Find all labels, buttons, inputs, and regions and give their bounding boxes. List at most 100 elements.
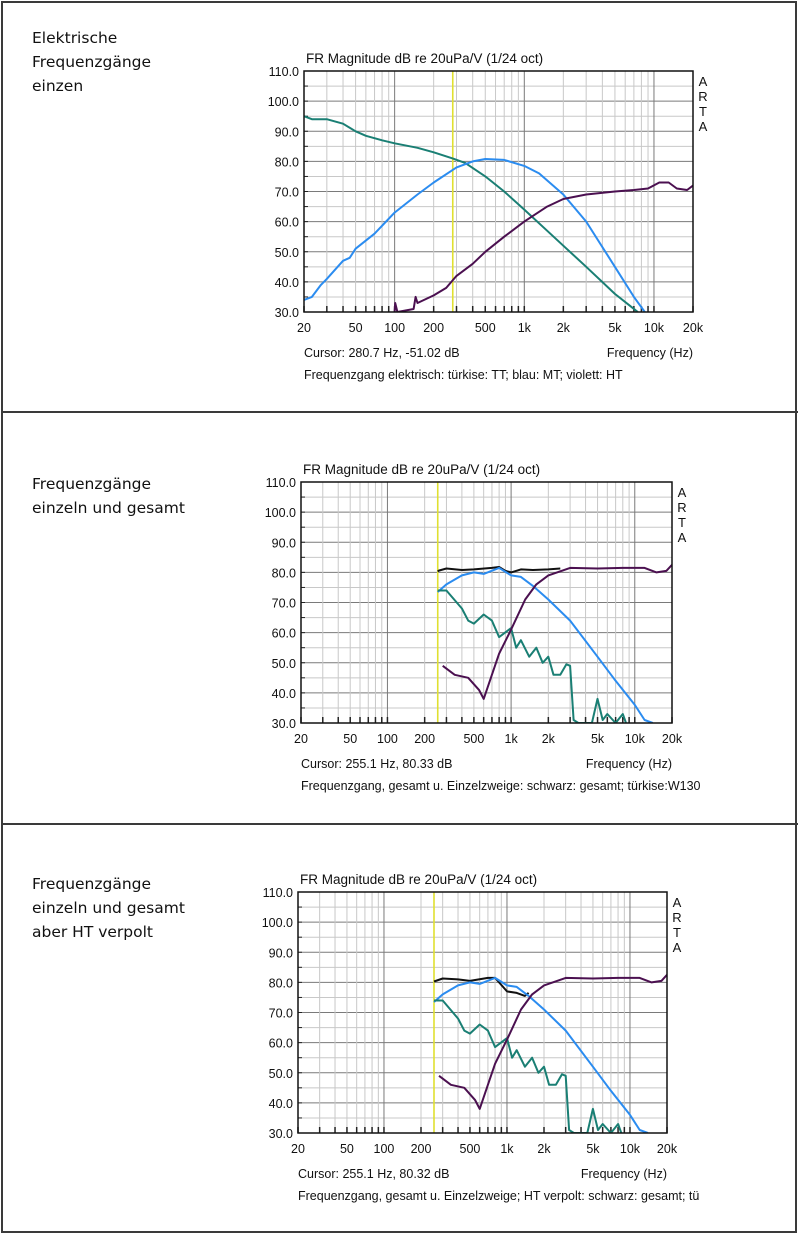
arta-watermark-letter: T [699, 104, 707, 119]
y-tick-label: 60.0 [272, 627, 296, 641]
chart-2: FR Magnitude dB re 20uPa/V (1/24 oct) 110… [265, 462, 701, 793]
panel-divider [1, 823, 798, 825]
y-tick-label: 80.0 [269, 976, 293, 990]
y-tick-label: 110.0 [269, 65, 299, 79]
series-ht-line [442, 564, 672, 700]
x-tick-label: 100 [384, 321, 405, 335]
y-tick-label: 50.0 [272, 657, 296, 671]
label-line: Frequenzgänge [32, 475, 152, 493]
x-tick-label: 10k [644, 321, 665, 335]
x-tick-label: 20k [683, 321, 704, 335]
y-tick-label: 40.0 [275, 276, 299, 290]
y-tick-label: 60.0 [269, 1037, 293, 1051]
series-tt-line [434, 999, 623, 1133]
series-tt-line [304, 115, 639, 312]
y-tick-label: 80.0 [272, 566, 296, 580]
x-tick-label: 100 [374, 1142, 395, 1156]
x-tick-label: 20 [297, 321, 311, 335]
x-axis-label: Frequency (Hz) [607, 346, 693, 360]
arta-watermark-letter: A [699, 74, 708, 89]
arta-watermark-letter: T [678, 515, 686, 530]
x-tick-label: 10k [620, 1142, 641, 1156]
series-ht-line [393, 181, 693, 312]
label-line: einzeln und gesamt [32, 499, 185, 517]
cursor-readout: Cursor: 255.1 Hz, 80.32 dB [298, 1167, 449, 1181]
y-tick-label: 110.0 [263, 886, 293, 900]
y-tick-label: 110.0 [266, 476, 296, 490]
x-tick-label: 200 [423, 321, 444, 335]
plot-frame [300, 481, 673, 724]
x-axis-label: Frequency (Hz) [586, 757, 672, 771]
arta-watermark-letter: A [673, 895, 682, 910]
x-tick-label: 1k [500, 1142, 514, 1156]
arta-watermark-letter: A [678, 530, 687, 545]
cursor-readout: Cursor: 255.1 Hz, 80.33 dB [301, 757, 452, 771]
x-tick-label: 10k [625, 732, 646, 746]
arta-watermark-letter: R [672, 910, 681, 925]
plot-frame [297, 891, 668, 1134]
y-tick-label: 50.0 [269, 1067, 293, 1081]
y-tick-label: 80.0 [275, 155, 299, 169]
x-tick-label: 20 [291, 1142, 305, 1156]
x-tick-label: 2k [557, 321, 571, 335]
chart-3: FR Magnitude dB re 20uPa/V (1/24 oct) 110… [262, 872, 700, 1203]
label-line: Frequenzgänge [32, 875, 152, 893]
y-tick-label: 70.0 [272, 597, 296, 611]
chart-caption: Frequenzgang, gesamt u. Einzelzweige: sc… [301, 779, 701, 793]
y-tick-label: 60.0 [275, 216, 299, 230]
x-tick-label: 200 [414, 732, 435, 746]
y-tick-label: 30.0 [272, 717, 296, 731]
y-tick-label: 100.0 [262, 916, 293, 930]
y-tick-label: 40.0 [269, 1097, 293, 1111]
x-tick-label: 500 [463, 732, 484, 746]
series-mt-line [304, 158, 646, 312]
y-tick-label: 50.0 [275, 246, 299, 260]
y-tick-label: 90.0 [272, 536, 296, 550]
x-tick-label: 50 [340, 1142, 354, 1156]
chart-title: FR Magnitude dB re 20uPa/V (1/24 oct) [303, 462, 540, 477]
x-tick-label: 1k [518, 321, 532, 335]
x-tick-label: 20k [662, 732, 683, 746]
series-gesamt-line [433, 976, 530, 997]
x-tick-label: 2k [542, 732, 556, 746]
arta-watermark-letter: R [698, 89, 707, 104]
panel-1-label: Elektrische Frequenzgänge einzen [32, 26, 151, 98]
arta-watermark-letter: A [699, 119, 708, 134]
panel-3-label: Frequenzgänge einzeln und gesamt aber HT… [32, 872, 185, 944]
x-tick-label: 100 [377, 732, 398, 746]
chart-caption: Frequenzgang, gesamt u. Einzelzweige; HT… [298, 1189, 699, 1203]
chart-1: FR Magnitude dB re 20uPa/V (1/24 oct) 110… [268, 51, 708, 382]
y-tick-label: 40.0 [272, 687, 296, 701]
label-line: einzen [32, 77, 84, 95]
y-tick-label: 90.0 [275, 125, 299, 139]
series-tt-line [437, 589, 627, 723]
series-mt-line [433, 976, 649, 1133]
x-tick-label: 5k [608, 321, 622, 335]
cursor-readout: Cursor: 280.7 Hz, -51.02 dB [304, 346, 460, 360]
x-tick-label: 2k [537, 1142, 551, 1156]
series-mt-line [437, 566, 654, 723]
label-line: Frequenzgänge [32, 53, 152, 71]
chart-title: FR Magnitude dB re 20uPa/V (1/24 oct) [300, 872, 537, 887]
arta-watermark-letter: T [673, 925, 681, 940]
chart-title: FR Magnitude dB re 20uPa/V (1/24 oct) [306, 51, 543, 66]
chart-caption: Frequenzgang elektrisch: türkise: TT; bl… [304, 368, 623, 382]
plot-frame [303, 70, 694, 313]
y-tick-label: 70.0 [269, 1007, 293, 1021]
x-tick-label: 1k [505, 732, 519, 746]
y-tick-label: 30.0 [275, 306, 299, 320]
x-tick-label: 200 [411, 1142, 432, 1156]
label-line: einzeln und gesamt [32, 899, 185, 917]
x-tick-label: 5k [586, 1142, 600, 1156]
arta-watermark-letter: R [677, 500, 686, 515]
arta-watermark-letter: A [678, 485, 687, 500]
y-tick-label: 100.0 [265, 506, 296, 520]
panel-2-label: Frequenzgänge einzeln und gesamt [32, 472, 185, 520]
series-ht-line [438, 974, 667, 1110]
y-tick-label: 100.0 [268, 95, 299, 109]
y-tick-label: 90.0 [269, 946, 293, 960]
x-tick-label: 5k [591, 732, 605, 746]
x-tick-label: 20k [657, 1142, 678, 1156]
